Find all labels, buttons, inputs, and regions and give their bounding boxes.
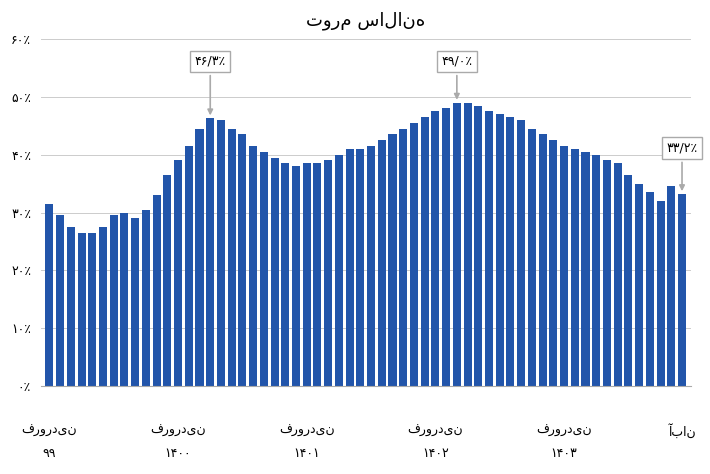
Bar: [260, 152, 268, 386]
Text: ۳۳/۲٪: ۳۳/۲٪: [667, 142, 698, 189]
Bar: [206, 118, 214, 386]
Bar: [346, 149, 354, 386]
Text: ۹۹: ۹۹: [43, 447, 56, 460]
Bar: [367, 146, 375, 386]
Bar: [539, 135, 547, 386]
Text: ۴۶/۳٪: ۴۶/۳٪: [195, 55, 226, 114]
Bar: [420, 117, 429, 386]
Bar: [324, 161, 332, 386]
Bar: [453, 102, 461, 386]
Bar: [163, 175, 171, 386]
Bar: [432, 111, 439, 386]
Bar: [442, 109, 450, 386]
Text: فروردین: فروردین: [21, 424, 77, 437]
Bar: [217, 120, 225, 386]
Bar: [378, 140, 386, 386]
Bar: [560, 146, 568, 386]
Bar: [121, 212, 129, 386]
Bar: [313, 164, 322, 386]
Bar: [249, 146, 257, 386]
Bar: [195, 128, 204, 386]
Bar: [174, 161, 182, 386]
Text: ۱۴۰۳: ۱۴۰۳: [551, 447, 577, 460]
Bar: [131, 219, 139, 386]
Bar: [550, 140, 557, 386]
Bar: [45, 204, 53, 386]
Bar: [88, 233, 97, 386]
Bar: [581, 152, 589, 386]
Bar: [67, 227, 75, 386]
Bar: [185, 146, 193, 386]
Bar: [613, 164, 622, 386]
Bar: [506, 117, 515, 386]
Bar: [528, 128, 536, 386]
Bar: [646, 192, 654, 386]
Bar: [399, 128, 408, 386]
Bar: [667, 186, 675, 386]
Bar: [77, 233, 86, 386]
Bar: [153, 195, 160, 386]
Bar: [474, 106, 482, 386]
Text: فروردین: فروردین: [151, 424, 206, 437]
Bar: [496, 114, 504, 386]
Bar: [142, 210, 150, 386]
Bar: [281, 164, 289, 386]
Text: فروردین: فروردین: [536, 424, 592, 437]
Bar: [292, 166, 300, 386]
Bar: [464, 102, 471, 386]
Bar: [410, 123, 418, 386]
Title: تورم سالانه: تورم سالانه: [306, 11, 425, 30]
Bar: [110, 215, 118, 386]
Bar: [485, 111, 493, 386]
Bar: [356, 149, 364, 386]
Text: ۱۴۰۱: ۱۴۰۱: [293, 447, 320, 460]
Bar: [635, 183, 643, 386]
Bar: [335, 155, 343, 386]
Text: فروردین: فروردین: [279, 424, 334, 437]
Bar: [302, 164, 311, 386]
Bar: [592, 155, 600, 386]
Bar: [603, 161, 611, 386]
Text: ۱۴۰۲: ۱۴۰۲: [422, 447, 449, 460]
Text: فروردین: فروردین: [408, 424, 463, 437]
Text: ۴۹/۰٪: ۴۹/۰٪: [442, 55, 472, 98]
Bar: [624, 175, 633, 386]
Bar: [99, 227, 107, 386]
Bar: [571, 149, 579, 386]
Bar: [239, 135, 246, 386]
Text: ۱۴۰۰: ۱۴۰۰: [165, 447, 192, 460]
Bar: [388, 135, 397, 386]
Bar: [56, 215, 64, 386]
Bar: [228, 128, 236, 386]
Bar: [657, 201, 665, 386]
Text: آبان: آبان: [668, 424, 696, 438]
Bar: [271, 157, 278, 386]
Bar: [517, 120, 525, 386]
Bar: [678, 194, 686, 386]
